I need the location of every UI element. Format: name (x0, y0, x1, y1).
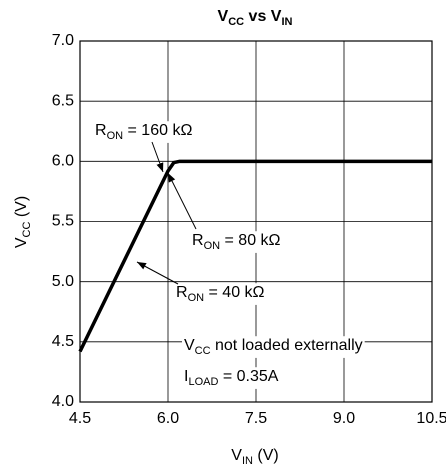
text-run: (V) (253, 447, 279, 464)
subscript: CC (21, 222, 33, 238)
annotation-background (93, 121, 195, 143)
x-tick-label: 4.5 (69, 410, 91, 427)
annotation-arrow (136, 261, 179, 285)
annotation-background (190, 231, 283, 253)
text-run: R (176, 284, 188, 301)
text-run: vs V (244, 8, 282, 25)
subscript: CC (228, 16, 244, 28)
annotation-arrow (151, 141, 164, 173)
text-run: V (184, 337, 195, 354)
annotation-background (182, 367, 281, 389)
y-tick-label: 4.5 (52, 333, 74, 350)
subscript: ON (188, 292, 205, 304)
text-run: R (95, 122, 107, 139)
x-tick-label: 9.0 (333, 410, 355, 427)
y-tick-label: 5.5 (52, 213, 74, 230)
text-run: not loaded externally (211, 337, 363, 354)
annotation: ILOAD = 0.35A (184, 368, 279, 388)
annotation-background (182, 336, 365, 358)
annotation: RON = 40 kΩ (176, 284, 265, 304)
x-tick-label: 6.0 (157, 410, 179, 427)
x-axis-label: VIN (V) (231, 447, 278, 467)
chart-title: VCC vs VIN (218, 8, 293, 28)
subscript: ON (107, 130, 124, 142)
text-run: = 80 kΩ (220, 232, 280, 249)
plot-frame (79, 40, 433, 403)
x-tick-label: 10.5 (416, 410, 446, 427)
annotation: VCC not loaded externally (184, 337, 363, 357)
y-tick-label: 6.0 (52, 153, 74, 170)
line (78, 159, 432, 353)
y-tick-label: 7.0 (52, 32, 74, 49)
text-run: = 40 kΩ (204, 284, 264, 301)
text-run: R (192, 232, 204, 249)
subscript: IN (242, 455, 253, 467)
x-tick-label: 7.5 (245, 410, 267, 427)
annotation-background (174, 283, 267, 305)
text-run: I (184, 368, 188, 385)
annotation: RON = 160 kΩ (95, 122, 192, 142)
y-axis-label: VCC (V) (13, 196, 33, 248)
text-run: = 160 kΩ (123, 122, 192, 139)
annotation-arrow (167, 172, 197, 230)
text-run: V (231, 447, 242, 464)
y-tick-label: 4.0 (52, 393, 74, 410)
y-tick-label: 5.0 (52, 273, 74, 290)
y-tick-label: 6.5 (52, 92, 74, 109)
text-run: (V) (13, 196, 30, 222)
text-run: V (13, 237, 30, 248)
subscript: LOAD (188, 376, 218, 388)
text-run: = 0.35A (218, 368, 278, 385)
text-run: V (218, 8, 229, 25)
annotation: RON = 80 kΩ (192, 232, 281, 252)
subscript: CC (195, 345, 211, 357)
subscript: IN (281, 16, 292, 28)
subscript: ON (204, 240, 221, 252)
